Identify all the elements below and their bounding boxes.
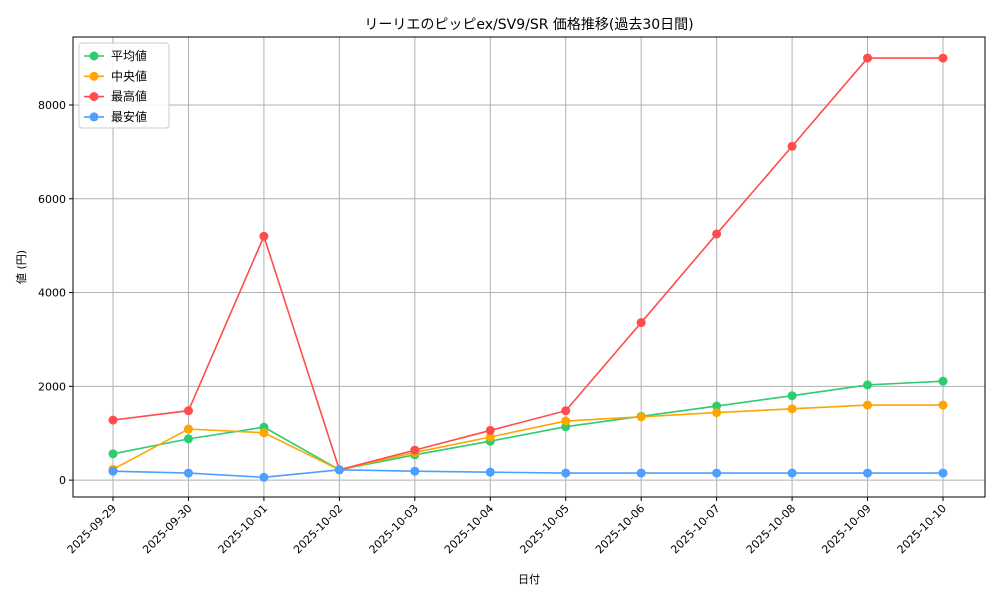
data-point	[561, 468, 571, 478]
data-point	[561, 416, 571, 426]
data-point	[787, 141, 797, 151]
series-0	[108, 376, 948, 475]
legend-label: 平均値	[111, 48, 147, 63]
legend-box	[78, 42, 170, 129]
data-point	[485, 467, 495, 477]
series-group	[108, 53, 948, 482]
x-axis-label: 日付	[518, 573, 540, 586]
x-tick-label: 2025-10-05	[517, 502, 571, 556]
x-tick-label: 2025-10-03	[367, 502, 421, 556]
legend-label: 中央値	[111, 68, 147, 83]
data-point	[259, 231, 269, 241]
data-point	[712, 229, 722, 239]
x-tick-label: 2025-10-02	[291, 502, 345, 556]
y-tick-label: 4000	[38, 287, 66, 300]
data-point	[712, 468, 722, 478]
x-tick-label: 2025-10-09	[819, 502, 873, 556]
data-point	[938, 400, 948, 410]
data-point	[410, 466, 420, 476]
series-line	[112, 380, 944, 471]
data-point	[863, 53, 873, 63]
x-tick-label: 2025-10-01	[216, 502, 270, 556]
data-point	[787, 391, 797, 401]
data-point	[938, 468, 948, 478]
grid	[73, 37, 985, 497]
data-point	[863, 400, 873, 410]
series-3	[108, 465, 948, 482]
y-ticks: 0 2000 4000 6000 8000	[38, 99, 73, 487]
data-point	[334, 465, 344, 475]
x-tick-label: 2025-10-10	[895, 502, 949, 556]
legend-label: 最高値	[111, 89, 147, 104]
x-tick-label: 2025-09-30	[140, 502, 194, 556]
x-ticks: 2025-09-29 2025-09-30 2025-10-01 2025-10-02…	[65, 497, 949, 556]
x-tick-label: 2025-10-08	[744, 502, 798, 556]
x-tick-label: 2025-10-07	[668, 502, 722, 556]
data-point	[712, 408, 722, 418]
legend-marker	[89, 92, 99, 102]
data-point	[636, 318, 646, 328]
x-tick-label: 2025-09-29	[65, 502, 119, 556]
data-point	[712, 401, 722, 411]
data-point	[108, 466, 118, 476]
data-point	[787, 468, 797, 478]
data-point	[259, 428, 269, 438]
y-tick-label: 2000	[38, 380, 66, 393]
data-point	[938, 376, 948, 386]
data-point	[636, 468, 646, 478]
plot-frame	[72, 36, 986, 498]
data-point	[561, 406, 571, 416]
y-axis-label: 値 (円)	[15, 250, 28, 284]
data-point	[183, 468, 193, 478]
y-tick-label: 6000	[38, 193, 66, 206]
data-point	[108, 449, 118, 459]
series-line	[112, 469, 943, 479]
data-point	[863, 468, 873, 478]
series-1	[108, 400, 948, 475]
data-point	[938, 53, 948, 63]
x-tick-label: 2025-10-06	[593, 502, 647, 556]
data-point	[485, 432, 495, 442]
series-line	[112, 404, 943, 471]
chart-title: リーリエのピッピex/SV9/SR 価格推移(過去30日間)	[364, 17, 693, 33]
data-point	[108, 415, 118, 425]
y-tick-label: 0	[59, 474, 66, 487]
series-line	[112, 57, 943, 471]
data-point	[259, 472, 269, 482]
data-point	[183, 424, 193, 434]
data-point	[636, 412, 646, 422]
x-tick-label: 2025-10-04	[442, 502, 496, 556]
series-2	[108, 53, 948, 475]
legend-label: 最安値	[111, 109, 147, 124]
legend-marker	[89, 51, 99, 61]
data-point	[485, 425, 495, 435]
data-point	[183, 434, 193, 444]
legend-marker	[89, 71, 99, 81]
y-tick-label: 8000	[38, 99, 66, 112]
data-point	[787, 404, 797, 414]
data-point	[410, 445, 420, 455]
data-point	[863, 380, 873, 390]
legend-marker	[89, 112, 99, 122]
data-point	[183, 406, 193, 416]
